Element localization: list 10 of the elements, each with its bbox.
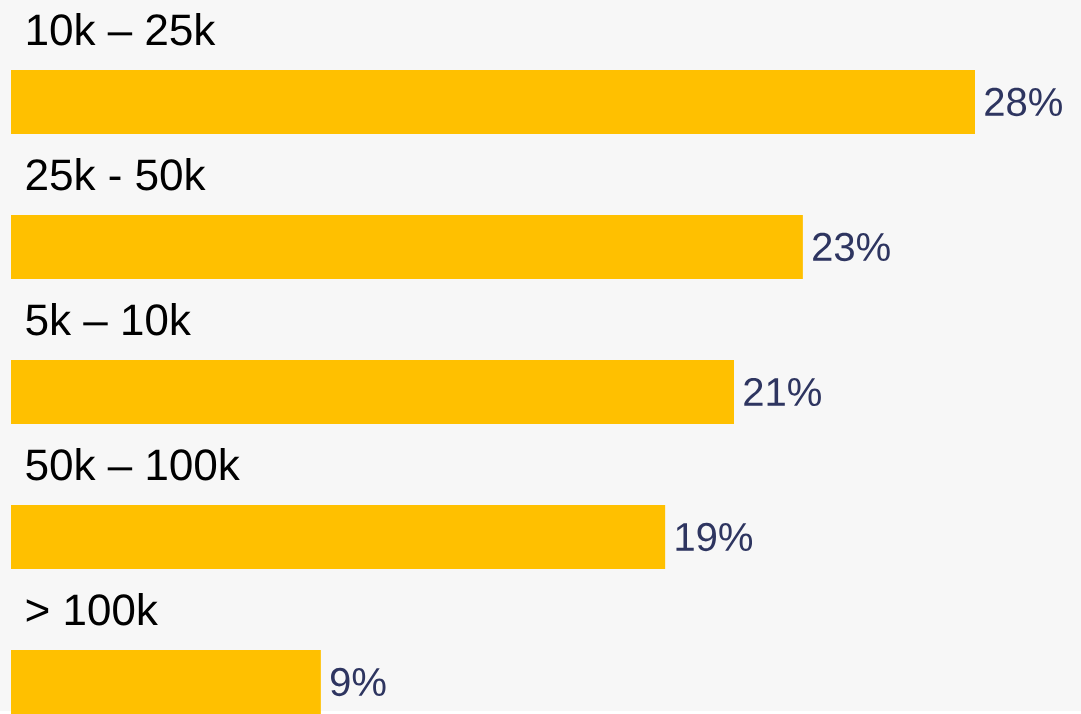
y-tick-label: 5k – 10k bbox=[26, 303, 191, 336]
data-label: 21% bbox=[744, 377, 821, 407]
data-label: 9% bbox=[331, 667, 386, 697]
y-tick-label: > 100k bbox=[26, 593, 158, 626]
y-tick-label: 25k - 50k bbox=[26, 158, 206, 191]
data-label: 23% bbox=[813, 232, 890, 262]
y-tick-label: 10k – 25k bbox=[27, 13, 216, 46]
data-label: 19% bbox=[676, 522, 753, 552]
data-label: 28% bbox=[985, 87, 1062, 117]
y-tick-label: 50k – 100k bbox=[26, 448, 240, 481]
